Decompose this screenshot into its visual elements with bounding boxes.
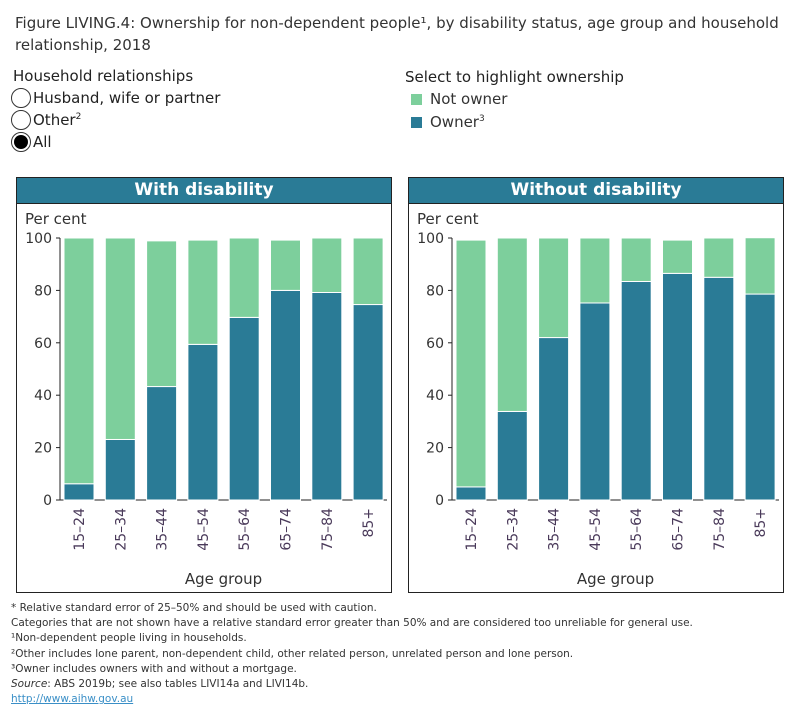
y-tick-label: 20 [34,441,52,457]
y-tick-label: 60 [34,336,52,352]
bar-not-owner [311,237,343,293]
y-tick-label: 100 [25,231,52,247]
chart-with-disability: Per cent 0 20 40 60 80 100 15–24 25–34 35–44 45–54… [25,210,387,588]
bar-owner [187,343,219,501]
x-tick-label: 35–44 [547,508,563,551]
bar-owner [662,272,693,501]
panel-with-disability: With disability Per cent 0 20 40 60 80 100 15–2… [16,177,392,593]
panel-without-disability: Without disability Per cent 0 20 40 60 80 100 1… [408,177,784,593]
x-tick-label: 45–54 [588,508,604,551]
aihw-link[interactable]: http://www.aihw.gov.au [11,693,134,706]
bar-not-owner [496,237,528,412]
x-axis-label: Age group [577,570,654,588]
bar-owner [579,302,611,501]
panel-title: Without disability [409,178,783,204]
y-tick-label: 80 [426,283,444,299]
bar-owner [496,410,528,501]
y-tick-label: 20 [426,441,444,457]
x-tick-label: 85+ [753,508,769,538]
x-tick-label: 15–24 [464,508,480,551]
x-tick-label: 75–84 [320,508,336,551]
filter-label: Household relationships [13,67,194,85]
legend-text: Not owner [430,90,508,108]
radio-circle[interactable] [11,88,31,108]
bar-not-owner [270,239,301,291]
bar-owner [104,438,136,501]
bar-owner [455,486,487,501]
bar-owner [538,337,570,501]
bar-owner [228,316,260,501]
x-tick-label: 65–74 [279,508,295,551]
y-tick-label: 100 [417,231,444,247]
owner-swatch [411,116,422,128]
x-tick-label: 35–44 [155,508,171,551]
legend-label: Select to highlight ownership [405,68,624,86]
bar-not-owner [187,239,219,345]
y-tick-label: 80 [34,283,52,299]
radio-circle[interactable] [11,110,31,130]
panel-title: With disability [17,178,391,204]
footnotes: * Relative standard error of 25–50% and … [11,601,693,707]
y-tick-label: 40 [426,388,444,404]
figure-title: Figure LIVING.4: Ownership for non-depen… [15,14,779,54]
bar-owner [63,483,95,501]
radio-label: Other2 [33,111,82,129]
note-rse: * Relative standard error of 25–50% and … [11,602,377,614]
radio-label: Husband, wife or partner [33,89,221,107]
x-tick-label: 25–34 [505,508,521,551]
not-owner-swatch [411,93,422,105]
bar-owner [703,276,735,501]
bar-not-owner [579,237,611,304]
bar-not-owner [228,237,260,318]
legend-not-owner[interactable]: Not owner [411,90,507,108]
bar-not-owner [63,237,95,485]
x-tick-label: 85+ [361,508,377,538]
y-tick-label: 60 [426,336,444,352]
bar-not-owner [352,237,384,306]
radio-husband-wife-partner[interactable]: Husband, wife or partner [11,88,220,108]
legend-text: Owner3 [430,113,485,131]
source-note: Source: ABS 2019b; see also tables LIVI1… [11,678,309,691]
x-tick-label: 55–64 [237,508,253,551]
x-tick-label: 65–74 [671,508,687,551]
bar-not-owner [620,237,652,282]
radio-circle-selected[interactable] [11,132,31,152]
y-tick-label: 0 [43,493,52,509]
x-axis-label: Age group [185,570,262,588]
y-axis-label: Per cent [25,210,87,228]
y-tick-label: 40 [34,388,52,404]
x-tick-label: 75–84 [712,508,728,551]
chart-without-disability: Per cent 0 20 40 60 80 100 15–24 25–34 35–44 45–54… [417,210,779,588]
bar-owner [311,291,343,501]
legend-owner[interactable]: Owner3 [411,113,485,131]
radio-other[interactable]: Other2 [11,110,81,130]
bar-not-owner [744,237,776,295]
note-3: ³Owner includes owners with and without … [11,662,297,675]
x-tick-label: 15–24 [72,508,88,551]
y-axis-label: Per cent [417,210,479,228]
bar-owner [146,386,178,501]
note-2: ²Other includes lone parent, non-depende… [11,647,574,660]
radio-label: All [33,133,52,151]
bar-not-owner [703,237,735,278]
bar-not-owner [104,237,136,440]
bar-not-owner [146,240,178,388]
note-categories: Categories that are not shown have a rel… [11,617,693,630]
bar-not-owner [455,239,487,488]
x-tick-label: 55–64 [629,508,645,551]
radio-all[interactable]: All [11,132,52,152]
y-tick-label: 0 [435,493,444,509]
note-1: ¹Non-dependent people living in househol… [11,632,247,645]
bar-not-owner [538,237,570,339]
bar-owner [352,304,384,501]
bar-owner [620,280,652,501]
bar-not-owner [662,239,693,274]
bar-owner [744,293,776,501]
bar-owner [270,289,301,501]
x-tick-label: 25–34 [113,508,129,551]
x-tick-label: 45–54 [196,508,212,551]
